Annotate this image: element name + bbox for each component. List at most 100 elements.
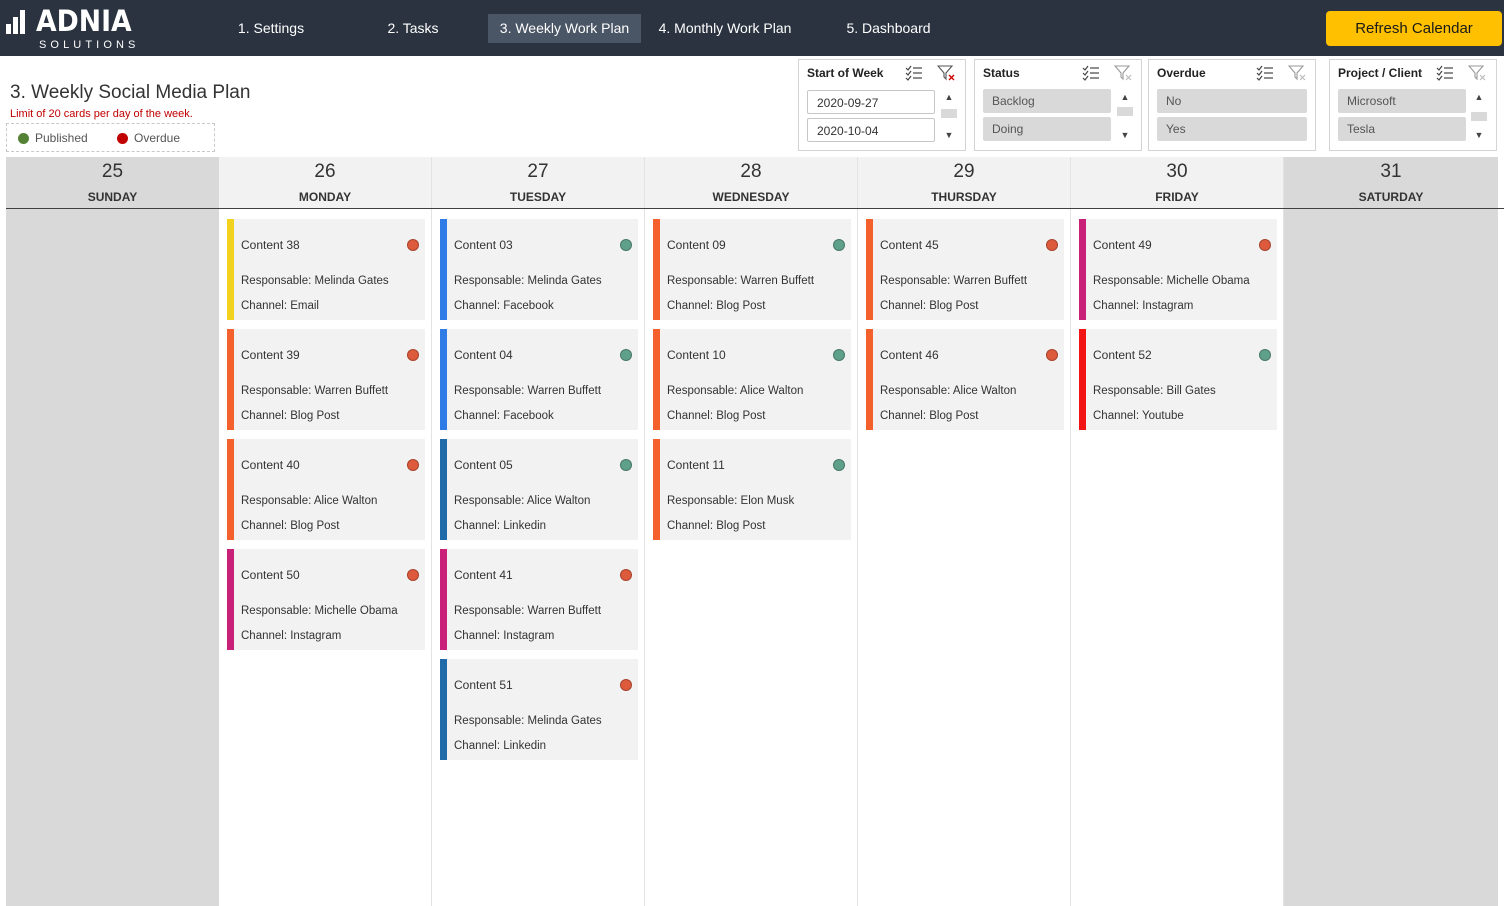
day-header: 29 THURSDAY	[858, 157, 1070, 209]
content-card[interactable]: Content 45 Responsable: Warren Buffett Cha…	[866, 219, 1064, 320]
scroll-thumb[interactable]	[1117, 107, 1133, 116]
adnia-logo: ADNIA SOLUTIONS	[6, 4, 135, 52]
slicer-option[interactable]: 2020-10-04	[807, 118, 935, 142]
content-card[interactable]: Content 03 Responsable: Melinda Gates Chan…	[440, 219, 638, 320]
card-channel: Channel: Email	[241, 300, 319, 312]
scroll-down-icon[interactable]: ▼	[1474, 130, 1484, 140]
overdue-status-dot-icon	[620, 569, 632, 581]
scroll-thumb[interactable]	[941, 109, 957, 118]
card-channel: Channel: Linkedin	[454, 520, 547, 532]
multi-select-icon[interactable]	[1082, 65, 1100, 81]
channel-color-bar	[653, 439, 660, 540]
logo-bars-icon	[6, 8, 32, 34]
nav-settings[interactable]: 1. Settings	[237, 20, 305, 36]
day-column-friday: 30 FRIDAY	[1071, 157, 1284, 906]
content-card[interactable]: Content 05 Responsable: Alice Walton Chann…	[440, 439, 638, 540]
scroll-up-icon[interactable]: ▲	[1474, 92, 1484, 102]
content-card[interactable]: Content 41 Responsable: Warren Buffett Cha…	[440, 549, 638, 650]
slicer-option[interactable]: No	[1157, 89, 1307, 113]
day-number: 25	[101, 161, 124, 182]
day-header: 26 MONDAY	[219, 157, 431, 209]
scroll-up-icon[interactable]: ▲	[1120, 92, 1130, 102]
day-name: MONDAY	[298, 190, 352, 204]
card-title: Content 09	[667, 238, 726, 252]
slicer-option[interactable]: Doing	[983, 117, 1111, 141]
content-card[interactable]: Content 04 Responsable: Warren Buffett Cha…	[440, 329, 638, 430]
content-card[interactable]: Content 39 Responsable: Warren Buffett Cha…	[227, 329, 425, 430]
slicer-scrollbar[interactable]: ▲ ▼	[1116, 90, 1134, 142]
channel-color-bar	[440, 439, 447, 540]
multi-select-icon[interactable]	[1256, 65, 1274, 81]
scroll-down-icon[interactable]: ▼	[1120, 130, 1130, 140]
slicer-option[interactable]: Yes	[1157, 117, 1307, 141]
published-status-dot-icon	[833, 459, 845, 471]
card-title: Content 51	[454, 678, 513, 692]
published-status-dot-icon	[620, 459, 632, 471]
logo-wordmark: ADNIA	[36, 4, 132, 38]
multi-select-icon[interactable]	[1436, 65, 1454, 81]
nav-monthly-work-plan[interactable]: 4. Monthly Work Plan	[658, 20, 792, 36]
content-card[interactable]: Content 10 Responsable: Alice Walton Chann…	[653, 329, 851, 430]
multi-select-icon[interactable]	[905, 65, 923, 81]
card-responsable: Responsable: Michelle Obama	[1093, 275, 1250, 287]
slicer-option[interactable]: 2020-09-27	[807, 90, 935, 114]
day-column-tuesday: 27 TUESDAY	[432, 157, 645, 906]
overdue-status-dot-icon	[1046, 349, 1058, 361]
refresh-calendar-button[interactable]: Refresh Calendar	[1326, 11, 1502, 46]
header-divider	[6, 208, 1504, 209]
slicer-option[interactable]: Tesla	[1338, 117, 1466, 141]
channel-color-bar	[440, 549, 447, 650]
content-card[interactable]: Content 09 Responsable: Warren Buffett Cha…	[653, 219, 851, 320]
overdue-status-dot-icon	[1046, 239, 1058, 251]
filter-icon[interactable]	[1468, 65, 1486, 81]
filter-icon[interactable]	[1114, 65, 1132, 81]
scroll-down-icon[interactable]: ▼	[944, 130, 954, 140]
content-card[interactable]: Content 51 Responsable: Melinda Gates Chan…	[440, 659, 638, 760]
card-responsable: Responsable: Bill Gates	[1093, 385, 1216, 397]
channel-color-bar	[653, 329, 660, 430]
content-card[interactable]: Content 11 Responsable: Elon Musk Channel:…	[653, 439, 851, 540]
card-title: Content 49	[1093, 238, 1152, 252]
day-column-saturday: 31 SATURDAY	[1284, 157, 1498, 906]
card-channel: Channel: Blog Post	[667, 410, 766, 422]
filter-icon[interactable]	[1288, 65, 1306, 81]
card-channel: Channel: Blog Post	[880, 300, 979, 312]
nav-tasks[interactable]: 2. Tasks	[387, 20, 439, 36]
card-title: Content 41	[454, 568, 513, 582]
card-responsable: Responsable: Michelle Obama	[241, 605, 398, 617]
channel-color-bar	[227, 329, 234, 430]
channel-color-bar	[653, 219, 660, 320]
overdue-status-dot-icon	[407, 459, 419, 471]
card-title: Content 39	[241, 348, 300, 362]
content-card[interactable]: Content 49 Responsable: Michelle Obama Cha…	[1079, 219, 1277, 320]
scroll-up-icon[interactable]: ▲	[944, 92, 954, 102]
slicer-status: Status Backlog Doing ▲ ▼	[974, 59, 1142, 151]
content-card[interactable]: Content 40 Responsable: Alice Walton Chann…	[227, 439, 425, 540]
content-card[interactable]: Content 50 Responsable: Michelle Obama Cha…	[227, 549, 425, 650]
day-column-monday: 26 MONDAY	[219, 157, 432, 906]
slicer-scrollbar[interactable]: ▲ ▼	[940, 90, 958, 142]
slicer-option[interactable]: Backlog	[983, 89, 1111, 113]
scroll-thumb[interactable]	[1471, 112, 1487, 121]
nav-dashboard[interactable]: 5. Dashboard	[846, 20, 931, 36]
slicer-scrollbar[interactable]: ▲ ▼	[1470, 90, 1488, 142]
card-channel: Channel: Instagram	[241, 630, 342, 642]
overdue-status-dot-icon	[407, 569, 419, 581]
nav-weekly-work-plan[interactable]: 3. Weekly Work Plan	[488, 14, 641, 43]
slicer-project-client: Project / Client Microsoft Tesla ▲ ▼	[1329, 59, 1497, 151]
clear-filter-icon[interactable]	[937, 65, 955, 81]
content-card[interactable]: Content 46 Responsable: Alice Walton Chann…	[866, 329, 1064, 430]
slicer-title: Project / Client	[1338, 66, 1423, 80]
day-name: SUNDAY	[87, 190, 138, 204]
slicer-overdue: Overdue No Yes	[1148, 59, 1316, 151]
slicer-option[interactable]: Microsoft	[1338, 89, 1466, 113]
content-card[interactable]: Content 52 Responsable: Bill Gates Channel…	[1079, 329, 1277, 430]
day-number: 27	[527, 161, 549, 182]
day-name: SATURDAY	[1358, 190, 1424, 204]
card-responsable: Responsable: Warren Buffett	[667, 275, 815, 287]
card-title: Content 05	[454, 458, 513, 472]
content-card[interactable]: Content 38 Responsable: Melinda Gates Chan…	[227, 219, 425, 320]
channel-color-bar	[1079, 219, 1086, 320]
overdue-status-dot-icon	[407, 239, 419, 251]
channel-color-bar	[866, 329, 873, 430]
